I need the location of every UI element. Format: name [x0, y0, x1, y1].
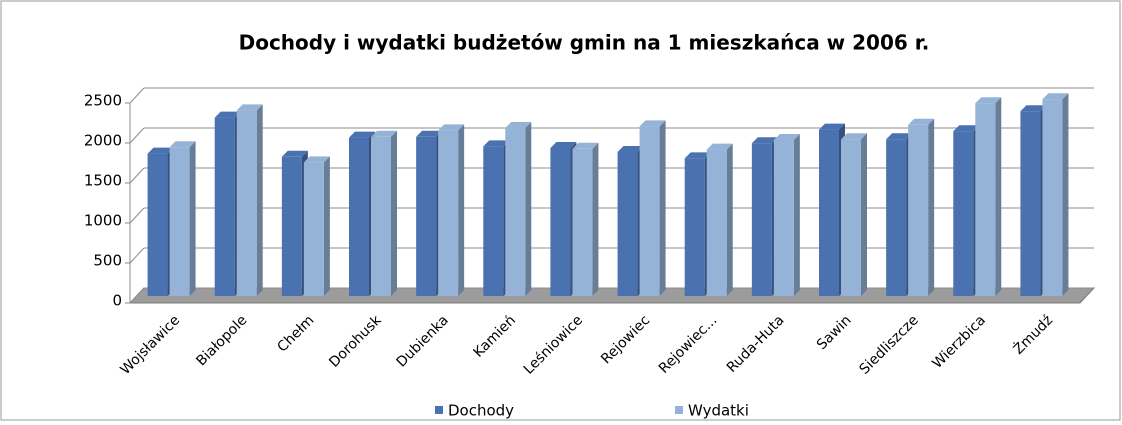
- bar-side: [391, 130, 397, 296]
- bar: [908, 124, 929, 296]
- bar: [169, 147, 190, 296]
- bar: [214, 117, 235, 296]
- y-tick-label: 2000: [84, 132, 122, 150]
- grid-line-side: [129, 207, 145, 224]
- bar: [751, 143, 772, 296]
- bar: [147, 153, 168, 296]
- bar-side: [995, 97, 1002, 296]
- bar-side: [1062, 93, 1069, 296]
- y-tick-label: 2500: [84, 92, 122, 110]
- bar-top: [639, 120, 666, 127]
- bar-side: [189, 141, 196, 296]
- y-tick-label: 1000: [84, 212, 122, 230]
- bar-top: [1020, 105, 1047, 112]
- bar-top: [1042, 93, 1069, 100]
- bar-side: [525, 122, 532, 296]
- bar-top: [505, 122, 532, 128]
- bar-top: [684, 152, 711, 159]
- bar-top: [886, 133, 913, 140]
- bar-side: [861, 133, 867, 296]
- bar-top: [281, 150, 308, 157]
- bar-top: [841, 133, 867, 140]
- bar: [819, 129, 839, 296]
- bar-top: [975, 97, 1002, 104]
- bar: [684, 158, 705, 296]
- bar-side: [659, 120, 666, 297]
- bar: [550, 148, 571, 296]
- bar-top: [572, 142, 599, 149]
- bar-top: [751, 137, 778, 144]
- bar: [953, 131, 974, 296]
- bar: [371, 136, 391, 296]
- bar-side: [323, 156, 330, 296]
- bar: [303, 162, 324, 296]
- bar-top: [303, 156, 330, 163]
- bar-top: [416, 130, 443, 137]
- grid-line-side: [129, 87, 145, 104]
- bar: [572, 148, 593, 296]
- bar-top: [214, 111, 241, 118]
- grid-line-side: [129, 287, 145, 304]
- grid-line-side: [129, 247, 145, 264]
- bar-top: [773, 134, 800, 140]
- legend-label: Wydatki: [688, 402, 749, 420]
- bar: [1042, 99, 1063, 296]
- bar-side: [726, 143, 733, 296]
- grid-line-side: [129, 127, 145, 144]
- legend-label: Dochody: [448, 402, 514, 420]
- bar-top: [953, 125, 980, 132]
- bar-top: [147, 147, 174, 154]
- bar: [281, 156, 302, 296]
- bar-top: [349, 131, 375, 138]
- bar: [1020, 111, 1041, 296]
- grid-line-side: [129, 167, 145, 184]
- floor: [128, 287, 1096, 304]
- bar-top: [236, 104, 263, 111]
- bar-top: [908, 118, 935, 125]
- bar-top: [371, 130, 397, 137]
- bar-side: [458, 124, 465, 297]
- y-tick-label: 1500: [84, 172, 122, 190]
- bar: [975, 103, 996, 296]
- bar-top: [706, 143, 733, 150]
- y-tick-label: 0: [112, 292, 122, 310]
- bar: [773, 140, 794, 296]
- chart-title: Dochody i wydatki budżetów gmin na 1 mie…: [239, 31, 930, 55]
- bar-top: [617, 146, 644, 152]
- legend-swatch: [675, 406, 683, 414]
- bar-side: [793, 134, 800, 296]
- bar: [639, 126, 660, 297]
- bar-side: [256, 104, 263, 297]
- bar: [617, 152, 638, 296]
- bar: [236, 110, 257, 297]
- bar: [483, 146, 504, 296]
- bar-top: [169, 141, 196, 148]
- bar: [349, 137, 369, 296]
- bar-top: [483, 140, 510, 147]
- bar: [886, 139, 907, 296]
- bar-side: [928, 118, 935, 296]
- bar-top: [550, 142, 577, 148]
- bar-top: [819, 123, 845, 130]
- bar: [706, 149, 727, 296]
- bar: [841, 139, 861, 296]
- legend-swatch: [435, 406, 443, 414]
- bar: [416, 136, 437, 296]
- bar-top: [438, 124, 465, 131]
- bar-side: [592, 142, 599, 296]
- bar: [438, 130, 459, 296]
- bar: [505, 128, 526, 296]
- y-tick-label: 500: [93, 252, 122, 270]
